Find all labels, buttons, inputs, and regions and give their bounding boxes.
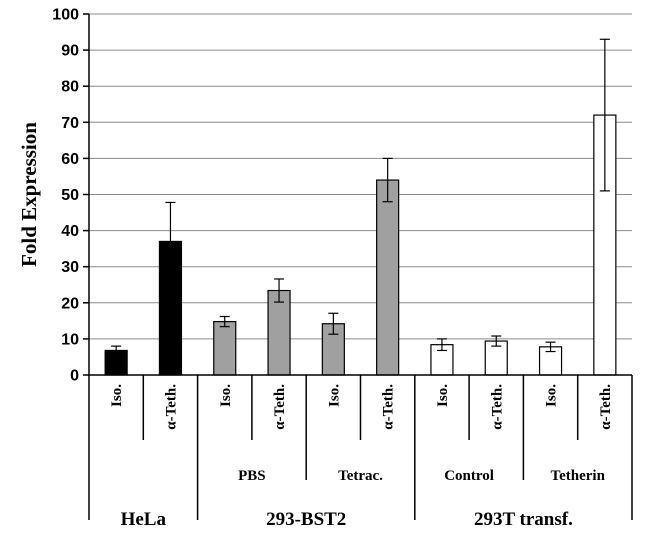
bar <box>213 320 237 376</box>
error-bar <box>491 335 502 347</box>
bar <box>267 289 291 376</box>
y-tick-label: 40 <box>61 223 79 240</box>
y-tick-label: 10 <box>61 331 79 348</box>
y-tick-label: 100 <box>52 7 79 24</box>
group-label: HeLa <box>121 509 167 530</box>
y-tick-label: 20 <box>61 295 79 312</box>
subgroup-label: Tetherin <box>550 468 605 484</box>
x-category-label: Iso. <box>218 384 234 407</box>
error-bar <box>599 38 610 192</box>
error-bars <box>111 38 610 356</box>
subgroup-label: PBS <box>238 468 266 484</box>
bars <box>104 114 617 376</box>
subgroup-labels: PBS Tetrac. Control Tetherin <box>238 468 605 484</box>
error-bar <box>165 201 176 282</box>
x-category-label: Iso. <box>435 384 451 407</box>
error-bar <box>545 341 556 353</box>
x-category-label: α-Teth. <box>381 384 397 430</box>
x-category-label: α-Teth. <box>163 384 179 430</box>
y-tick-label: 60 <box>61 151 79 168</box>
error-bar <box>382 157 393 203</box>
subgroup-label: Tetrac. <box>338 468 383 484</box>
x-category-labels: Iso. α-Teth. Iso. α-Teth. Iso. α-Teth. Iso. α-T… <box>109 384 614 430</box>
y-tick-labels: 0 10 20 30 40 50 60 70 80 90 100 <box>52 7 79 385</box>
group-label: 293T transf. <box>474 509 573 530</box>
x-category-label: Iso. <box>326 384 342 407</box>
bar <box>376 179 400 376</box>
group-label: 293-BST2 <box>266 509 346 530</box>
x-category-label: α-Teth. <box>598 384 614 430</box>
error-bar <box>219 315 230 328</box>
y-axis-title: Fold Expression <box>17 122 41 267</box>
y-tick-label: 80 <box>61 79 79 96</box>
y-tick-label: 70 <box>61 115 79 132</box>
y-tick-label: 0 <box>70 368 79 385</box>
x-category-label: Iso. <box>544 384 560 407</box>
y-tick-label: 50 <box>61 187 79 204</box>
x-category-label: Iso. <box>109 384 125 407</box>
error-bar <box>274 278 285 303</box>
y-tick-label: 30 <box>61 259 79 276</box>
error-bar <box>328 312 339 335</box>
error-bar <box>111 345 122 356</box>
subgroup-label: Control <box>444 468 494 484</box>
y-tick-label: 90 <box>61 43 79 60</box>
x-category-label: α-Teth. <box>272 384 288 430</box>
x-category-label: α-Teth. <box>489 384 505 430</box>
axes <box>83 13 633 520</box>
error-bar <box>436 338 447 352</box>
group-labels: HeLa 293-BST2 293T transf. <box>121 509 573 530</box>
